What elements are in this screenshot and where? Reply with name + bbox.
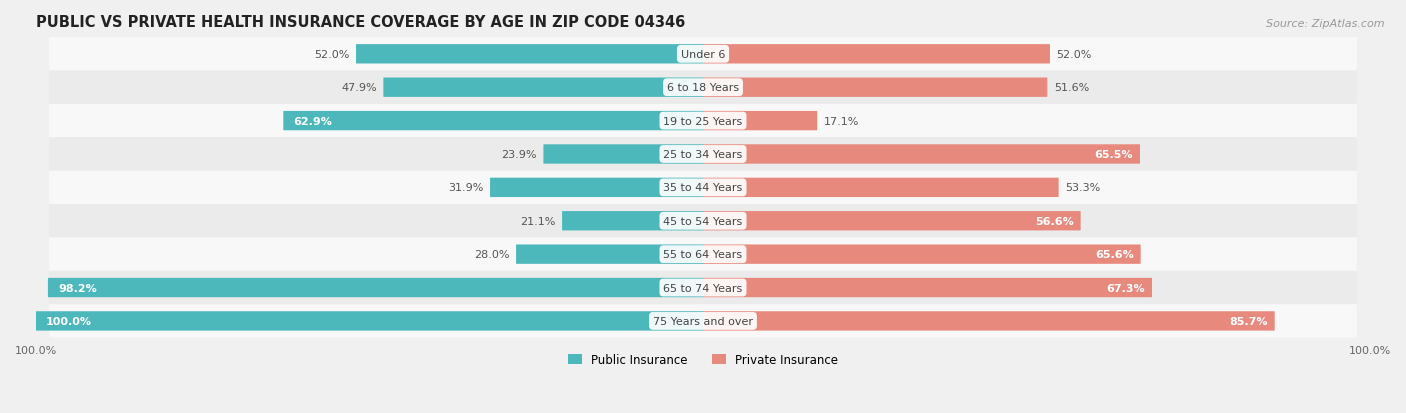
Text: 28.0%: 28.0% [474, 249, 509, 259]
FancyBboxPatch shape [703, 45, 1050, 64]
FancyBboxPatch shape [49, 71, 1357, 104]
FancyBboxPatch shape [49, 138, 1357, 171]
Text: 47.9%: 47.9% [342, 83, 377, 93]
Text: 52.0%: 52.0% [1056, 50, 1092, 59]
FancyBboxPatch shape [703, 245, 1140, 264]
Text: 53.3%: 53.3% [1066, 183, 1101, 193]
FancyBboxPatch shape [562, 211, 703, 231]
Text: 45 to 54 Years: 45 to 54 Years [664, 216, 742, 226]
FancyBboxPatch shape [703, 145, 1140, 164]
Text: 100.0%: 100.0% [46, 316, 93, 326]
Text: 98.2%: 98.2% [58, 283, 97, 293]
Text: 67.3%: 67.3% [1107, 283, 1144, 293]
Text: 6 to 18 Years: 6 to 18 Years [666, 83, 740, 93]
Text: Under 6: Under 6 [681, 50, 725, 59]
FancyBboxPatch shape [703, 78, 1047, 97]
FancyBboxPatch shape [703, 178, 1059, 197]
FancyBboxPatch shape [356, 45, 703, 64]
Text: 31.9%: 31.9% [449, 183, 484, 193]
FancyBboxPatch shape [49, 204, 1357, 238]
FancyBboxPatch shape [703, 211, 1081, 231]
Text: 25 to 34 Years: 25 to 34 Years [664, 150, 742, 159]
FancyBboxPatch shape [516, 245, 703, 264]
FancyBboxPatch shape [491, 178, 703, 197]
FancyBboxPatch shape [49, 271, 1357, 304]
FancyBboxPatch shape [284, 112, 703, 131]
FancyBboxPatch shape [49, 238, 1357, 271]
Text: 56.6%: 56.6% [1035, 216, 1074, 226]
Text: 62.9%: 62.9% [294, 116, 332, 126]
FancyBboxPatch shape [37, 311, 703, 331]
Text: 17.1%: 17.1% [824, 116, 859, 126]
FancyBboxPatch shape [384, 78, 703, 97]
FancyBboxPatch shape [703, 112, 817, 131]
FancyBboxPatch shape [49, 304, 1357, 338]
FancyBboxPatch shape [48, 278, 703, 297]
Text: 52.0%: 52.0% [314, 50, 350, 59]
Text: 65.6%: 65.6% [1095, 249, 1133, 259]
FancyBboxPatch shape [49, 104, 1357, 138]
Text: PUBLIC VS PRIVATE HEALTH INSURANCE COVERAGE BY AGE IN ZIP CODE 04346: PUBLIC VS PRIVATE HEALTH INSURANCE COVER… [37, 15, 685, 30]
FancyBboxPatch shape [543, 145, 703, 164]
Text: 85.7%: 85.7% [1229, 316, 1268, 326]
Text: 19 to 25 Years: 19 to 25 Years [664, 116, 742, 126]
Text: Source: ZipAtlas.com: Source: ZipAtlas.com [1267, 19, 1385, 28]
Text: 75 Years and over: 75 Years and over [652, 316, 754, 326]
Text: 51.6%: 51.6% [1053, 83, 1090, 93]
Text: 65.5%: 65.5% [1095, 150, 1133, 159]
Text: 21.1%: 21.1% [520, 216, 555, 226]
Text: 65 to 74 Years: 65 to 74 Years [664, 283, 742, 293]
FancyBboxPatch shape [703, 278, 1152, 297]
Text: 55 to 64 Years: 55 to 64 Years [664, 249, 742, 259]
FancyBboxPatch shape [49, 38, 1357, 71]
Text: 23.9%: 23.9% [502, 150, 537, 159]
Legend: Public Insurance, Private Insurance: Public Insurance, Private Insurance [564, 349, 842, 371]
Text: 35 to 44 Years: 35 to 44 Years [664, 183, 742, 193]
FancyBboxPatch shape [703, 311, 1275, 331]
FancyBboxPatch shape [49, 171, 1357, 204]
